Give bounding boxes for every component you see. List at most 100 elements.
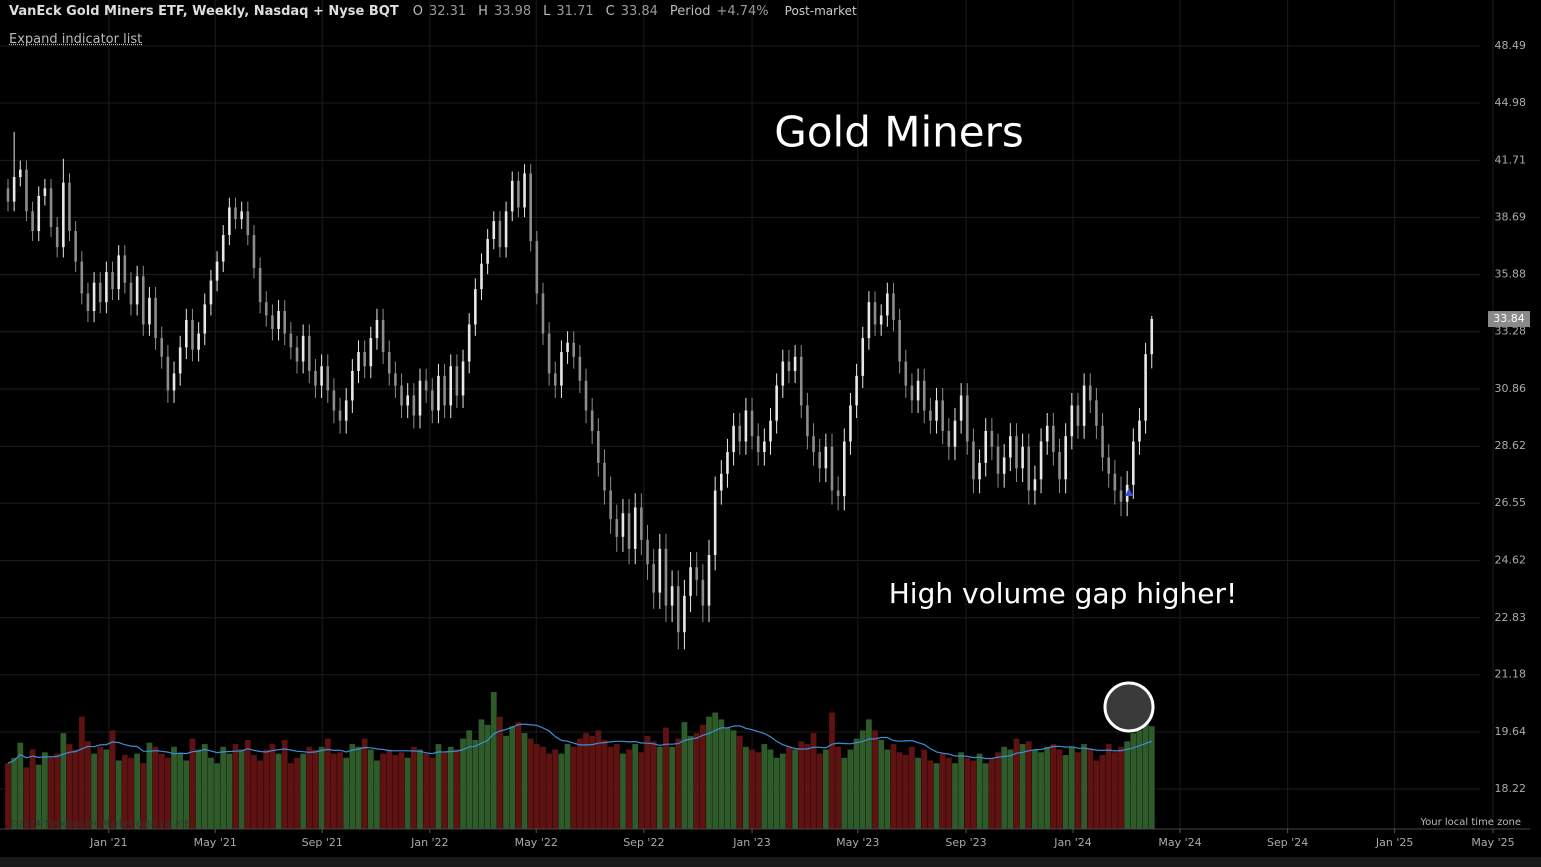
candle-body — [965, 395, 969, 442]
candle-body — [750, 410, 754, 437]
volume-bar — [872, 730, 878, 829]
volume-bar — [1124, 741, 1131, 829]
volume-bar — [429, 757, 436, 829]
volume-bar — [214, 763, 220, 829]
candle-body — [68, 182, 71, 232]
candle-body — [504, 211, 508, 248]
volume-bar — [460, 738, 466, 829]
volume-bar — [798, 741, 805, 829]
candle-body — [283, 311, 287, 334]
volume-bar — [484, 724, 491, 829]
volume-bar — [497, 716, 503, 829]
candle-body — [320, 366, 323, 386]
expand-indicators[interactable]: Expand indicator list — [9, 32, 143, 47]
volume-bar — [583, 733, 589, 829]
volume-bar — [11, 757, 18, 829]
candle-body — [775, 385, 778, 421]
candle-body — [1002, 457, 1006, 474]
candle-body — [105, 272, 108, 303]
volume-bar — [730, 730, 737, 829]
candle-body — [295, 347, 299, 362]
candle-body — [738, 425, 742, 442]
candle-body — [301, 335, 305, 362]
volume-bar — [939, 753, 946, 829]
candle-body — [148, 297, 151, 325]
candle-body — [394, 373, 397, 386]
volume-bar — [681, 722, 688, 829]
volume-bar — [398, 752, 405, 829]
candle-body — [135, 276, 139, 305]
volume-bar — [355, 746, 362, 829]
candle-body — [191, 319, 194, 350]
candle-body — [603, 462, 606, 491]
volume-bar — [306, 746, 313, 829]
volume-bar — [570, 746, 577, 829]
candle-body — [1070, 405, 1074, 437]
timezone: Your local time zone — [1419, 817, 1521, 828]
y-tick-label: 19.64 — [1495, 725, 1527, 738]
volume-bar — [453, 749, 460, 829]
candle-body — [369, 338, 373, 367]
y-tick-label: 48.49 — [1495, 39, 1527, 52]
volume-bar — [1001, 746, 1008, 829]
candle-body — [1027, 446, 1031, 491]
volume-bar — [380, 753, 386, 829]
volume-bar — [1087, 749, 1094, 829]
candle-body — [455, 366, 459, 396]
volume-bar — [1068, 746, 1075, 829]
candle-body — [836, 490, 840, 497]
candle-body — [449, 366, 453, 406]
candle-body — [141, 276, 145, 325]
volume-bar — [767, 749, 774, 829]
candle-body — [529, 173, 532, 242]
volume-ma — [7, 723, 1153, 764]
volume-bar — [718, 719, 725, 829]
volume-bar — [78, 716, 85, 829]
candle-body — [861, 338, 865, 376]
volume-bar — [251, 755, 257, 829]
candle-body — [363, 352, 366, 367]
volume-bar — [693, 733, 700, 829]
volume-bar — [238, 749, 245, 829]
volume-bar — [1081, 744, 1088, 829]
price-tag-label: 33.84 — [1493, 312, 1525, 325]
volume-bar — [540, 746, 546, 829]
candle-body — [271, 315, 274, 329]
x-tick-label: May '25 — [1471, 836, 1514, 849]
volume-bar — [589, 735, 596, 829]
volume-bar — [374, 760, 380, 829]
volume-bar — [361, 738, 368, 829]
volume-bar — [226, 753, 233, 829]
candle-body — [12, 177, 16, 202]
volume-bar — [72, 749, 79, 829]
candle-body — [25, 169, 28, 212]
candle-body — [424, 380, 428, 391]
volume-bar — [152, 746, 159, 829]
candle-body — [615, 519, 619, 537]
candle-body — [763, 441, 766, 453]
candle-body — [37, 195, 41, 232]
volume-bar — [158, 753, 165, 829]
volume-bar — [1148, 726, 1155, 829]
candle-body — [406, 395, 409, 406]
x-tick-label: Sep '24 — [1267, 836, 1308, 849]
volume-bar — [952, 763, 958, 829]
y-tick-label: 22.83 — [1495, 611, 1527, 624]
x-tick-label: Jan '25 — [1375, 836, 1413, 849]
volume-bar — [822, 749, 829, 829]
volume-bar — [859, 730, 866, 829]
x-tick-label: May '23 — [836, 836, 879, 849]
volume-bar — [1013, 738, 1020, 829]
volume-bar — [964, 757, 971, 829]
volume-bar — [1093, 760, 1100, 829]
candle-body — [922, 380, 926, 411]
volume-bar — [749, 749, 755, 829]
candle-body — [892, 293, 895, 320]
candle-body — [566, 342, 569, 353]
candle-body — [49, 188, 53, 228]
highlight-circle — [1103, 681, 1155, 733]
volume-bar — [576, 738, 583, 829]
candle-body — [990, 430, 994, 447]
volume-bar — [404, 757, 411, 829]
volume-bar — [201, 744, 208, 829]
